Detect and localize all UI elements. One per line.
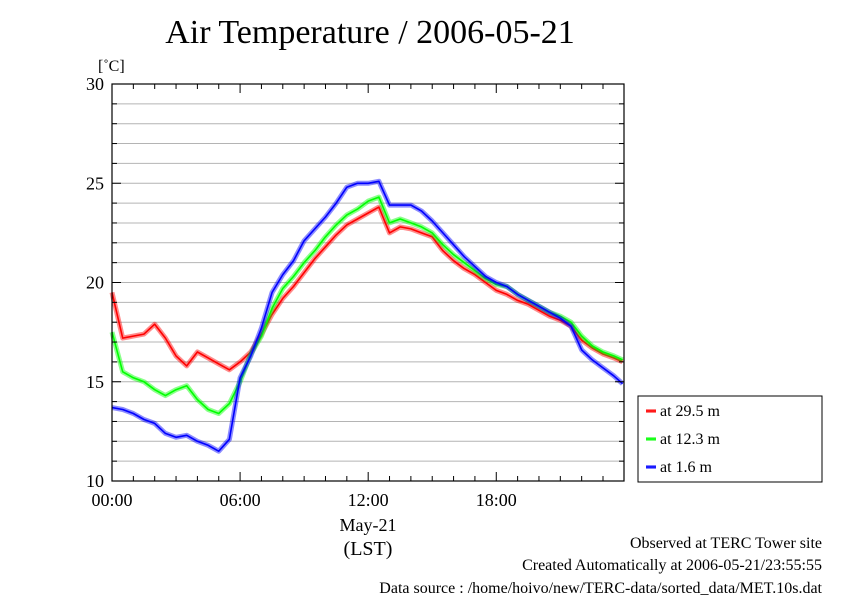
x-tick-label: 18:00 — [476, 490, 517, 510]
footer-observed: Observed at TERC Tower site — [629, 535, 822, 552]
legend-label: at 12.3 m — [660, 431, 721, 448]
chart-title: Air Temperature / 2006-05-21 — [165, 14, 575, 51]
tick-marks — [111, 83, 624, 482]
x-tick-label: 06:00 — [220, 490, 261, 510]
footer-source: Data source : /home/hoivo/new/TERC-data/… — [379, 580, 822, 597]
y-axis-label: [˚C] — [98, 58, 125, 75]
axis-labels: 10 15 20 25 30 00:00 06:00 12:00 18:00 [˚C] May-21… — [86, 58, 517, 560]
y-tick-label: 30 — [86, 74, 104, 94]
grid-lines — [112, 103, 624, 462]
y-tick-label: 20 — [86, 273, 104, 293]
footer-created: Created Automatically at 2006-05-21/23:5… — [522, 557, 822, 574]
y-tick-label: 25 — [86, 173, 104, 193]
legend: at 29.5 m at 12.3 m at 1.6 m — [637, 395, 823, 483]
series-lines — [109, 178, 625, 454]
x-date-label: May-21 — [340, 515, 397, 535]
x-tick-label: 00:00 — [91, 490, 132, 510]
y-tick-label: 15 — [86, 372, 104, 392]
y-tick-label: 10 — [86, 471, 104, 491]
x-axis-label: (LST) — [344, 538, 393, 560]
series-line — [111, 196, 623, 415]
series-line-halo — [109, 194, 624, 416]
legend-label: at 29.5 m — [660, 403, 721, 420]
series-line — [111, 180, 624, 453]
legend-box — [637, 395, 823, 483]
legend-label: at 1.6 m — [660, 459, 713, 476]
x-tick-label: 12:00 — [348, 490, 389, 510]
series-line-halo — [109, 204, 624, 373]
series-line — [111, 206, 623, 371]
